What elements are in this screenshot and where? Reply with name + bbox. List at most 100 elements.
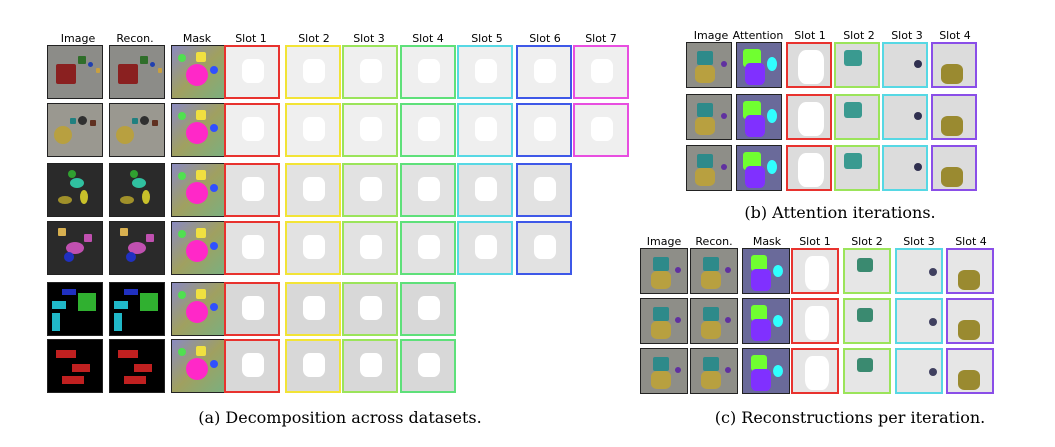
ellipse-shape xyxy=(142,190,150,204)
slot-background-shape xyxy=(242,177,264,201)
slot-object-shape xyxy=(929,268,937,276)
mask-blob xyxy=(178,230,186,238)
panel-a-slot-cell xyxy=(285,163,341,217)
cylinder-shape xyxy=(695,168,715,186)
panel-c-header-mask: Mask xyxy=(752,235,782,248)
panel-b-header-slot1: Slot 1 xyxy=(794,29,826,42)
panel-c-image-cell xyxy=(690,348,738,394)
cylinder-shape xyxy=(701,271,721,289)
slot-background-shape xyxy=(418,59,440,83)
cylinder-shape xyxy=(651,371,671,389)
tetromino-shape xyxy=(114,301,128,309)
cube-shape xyxy=(703,257,719,271)
panel-a-slot-cell xyxy=(516,103,572,157)
mask-blob xyxy=(178,348,186,356)
slot-object-shape xyxy=(941,167,963,187)
panel-c-caption: (c) Reconstructions per iteration. xyxy=(714,408,986,427)
panel-c-image-cell xyxy=(640,248,688,294)
panel-b-slot-cell xyxy=(931,94,977,140)
panel-c-slot-cell xyxy=(895,248,943,294)
panel-b-slot-cell xyxy=(882,94,928,140)
cylinder-shape xyxy=(158,68,162,73)
slot-background-shape xyxy=(475,177,497,201)
attention-blob xyxy=(745,115,765,137)
panel-a-header-mask: Mask xyxy=(182,32,212,45)
cube-shape xyxy=(703,307,719,321)
sphere-shape xyxy=(725,367,731,373)
slot-object-shape xyxy=(914,60,922,68)
square-shape xyxy=(58,228,66,236)
slot-background-shape xyxy=(360,59,382,83)
panel-c-slot-cell xyxy=(946,248,994,294)
mask-blob xyxy=(186,182,208,204)
mask-blob xyxy=(751,355,767,371)
slot-object-shape xyxy=(844,102,862,118)
panel-b-header-slot2: Slot 2 xyxy=(843,29,875,42)
panel-a-slot-cell xyxy=(342,103,398,157)
slot-background-shape xyxy=(242,235,264,259)
mask-blob xyxy=(210,66,218,74)
panel-a-slot-cell xyxy=(400,339,456,393)
sphere-shape xyxy=(721,113,727,119)
panel-a-image-cell xyxy=(109,221,165,275)
panel-c-mask-cell xyxy=(742,248,790,294)
cube-shape xyxy=(140,56,148,64)
slot-background-shape xyxy=(303,177,325,201)
mask-blob xyxy=(773,315,783,327)
attention-blob xyxy=(743,101,761,119)
slot-object-shape xyxy=(857,258,873,272)
slot-background-shape xyxy=(418,117,440,141)
slot-background-shape xyxy=(475,235,497,259)
panel-c-header-recon: Recon. xyxy=(695,235,733,248)
panel-b-slot-cell xyxy=(834,42,880,88)
attention-blob xyxy=(745,63,765,85)
slot-object-shape xyxy=(958,370,980,390)
panel-a-image-cell xyxy=(47,163,103,217)
mask-blob xyxy=(186,122,208,144)
panel-a-mask-cell xyxy=(171,103,227,157)
slot-background-shape xyxy=(534,59,556,83)
slot-background-shape xyxy=(303,353,325,377)
panel-c-slot-cell xyxy=(843,248,891,294)
panel-c-slot-cell xyxy=(791,298,839,344)
mask-blob xyxy=(186,358,208,380)
sphere-shape xyxy=(721,61,727,67)
mask-blob xyxy=(751,255,767,271)
panel-b-image-cell xyxy=(686,145,732,191)
panel-c-header-slot4: Slot 4 xyxy=(955,235,987,248)
cube-shape xyxy=(78,56,86,64)
slot-background-shape xyxy=(242,296,264,320)
panel-c-slot-cell xyxy=(895,348,943,394)
mask-blob xyxy=(178,291,186,299)
slot-background-shape xyxy=(534,177,556,201)
panel-a-slot-cell xyxy=(224,163,280,217)
cube-shape xyxy=(56,64,76,84)
cube-shape xyxy=(132,118,138,124)
cylinder-shape xyxy=(96,68,100,73)
panel-c-mask-cell xyxy=(742,298,790,344)
panel-c-slot-cell xyxy=(843,348,891,394)
cylinder-shape xyxy=(701,321,721,339)
slot-background-shape xyxy=(534,235,556,259)
panel-c-image-cell xyxy=(690,248,738,294)
cube-shape xyxy=(653,357,669,371)
panel-b-image-cell xyxy=(686,42,732,88)
cube-shape xyxy=(697,51,713,65)
attention-blob xyxy=(767,109,777,123)
panel-a-slot-cell xyxy=(573,45,629,99)
mask-blob xyxy=(186,240,208,262)
sphere-shape xyxy=(675,367,681,373)
panel-a-slot-cell xyxy=(342,339,398,393)
panel-a-header-image: Image xyxy=(60,32,96,45)
panel-c-mask-cell xyxy=(742,348,790,394)
mask-blob xyxy=(210,124,218,132)
panel-a-slot-cell xyxy=(342,163,398,217)
mask-blob xyxy=(196,110,206,120)
slot-object-shape xyxy=(929,368,937,376)
ellipse-shape xyxy=(70,178,84,188)
tetromino-shape xyxy=(140,293,158,311)
tetromino-shape xyxy=(52,313,60,331)
slot-background-shape xyxy=(798,50,824,84)
mask-blob xyxy=(196,289,206,299)
cylinder-shape xyxy=(651,271,671,289)
